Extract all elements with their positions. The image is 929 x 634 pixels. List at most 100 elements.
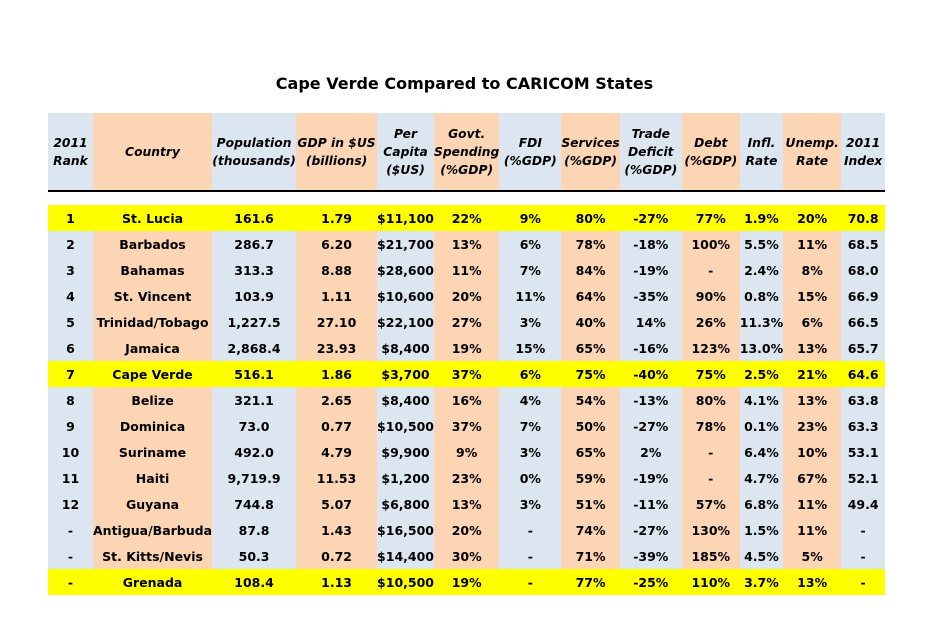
header-text: Debt [694, 135, 728, 150]
header-text: Capita [383, 144, 428, 159]
cell-per-capita: $16,500 [377, 517, 434, 543]
cell-debt: 75% [681, 361, 740, 387]
cell-country: Bahamas [93, 257, 213, 283]
cell-gdp: 23.93 [296, 335, 378, 361]
header-text: Population [216, 135, 292, 150]
header-text: ($US) [386, 162, 425, 177]
cell-unemployment: 10% [783, 439, 842, 465]
cell-country: St. Vincent [93, 283, 213, 309]
cell-debt: 57% [681, 491, 740, 517]
cell-gdp: 1.86 [296, 361, 378, 387]
comparison-table: 2011 Rank Country Population (thousands) G… [48, 113, 886, 595]
cell-services: 65% [561, 439, 620, 465]
header-index: 2011 Index [841, 113, 886, 192]
cell-rank: 3 [48, 257, 93, 283]
cell-per-capita: $1,200 [377, 465, 434, 491]
table-row: 1 St. Lucia 161.6 1.79 $11,100 22% 9% 80% -27% 77… [48, 205, 886, 231]
cell-country: Cape Verde [93, 361, 213, 387]
cell-debt: 110% [681, 569, 740, 595]
header-text: Services [561, 135, 620, 150]
table-row: 3 Bahamas 313.3 8.88 $28,600 11% 7% 84% -19% -2.4… [48, 257, 886, 283]
cell-inflation: 6.4% [739, 439, 784, 465]
cell-gdp: 1.79 [296, 205, 378, 231]
table-row: 11 Haiti 9,719.9 11.53 $1,200 23% 0% 59% -19% -4.… [48, 465, 886, 491]
header-row: 2011 Rank Country Population (thousands) G… [48, 113, 886, 192]
table-row: 9 Dominica 73.0 0.77 $10,500 37% 7% 50% -27% 78% 0… [48, 413, 886, 439]
cell-services: 65% [561, 335, 620, 361]
cell-trade-deficit: -40% [619, 361, 682, 387]
table-row: 7 Cape Verde 516.1 1.86 $3,700 37% 6% 75% -40% 75… [48, 361, 886, 387]
cell-gdp: 6.20 [296, 231, 378, 257]
cell-debt: - [681, 465, 740, 491]
table-row: 6 Jamaica 2,868.4 23.93 $8,400 19% 15% 65% -16% 1… [48, 335, 886, 361]
cell-govt-spending: 11% [433, 257, 500, 283]
cell-inflation: 5.5% [739, 231, 784, 257]
cell-debt: 80% [681, 387, 740, 413]
cell-rank: - [48, 569, 93, 595]
spacer-cell [48, 191, 886, 205]
cell-index: 68.0 [841, 257, 886, 283]
cell-inflation: 11.3% [739, 309, 784, 335]
cell-index: - [841, 569, 886, 595]
cell-unemployment: 11% [783, 491, 842, 517]
cell-population: 87.8 [212, 517, 297, 543]
cell-index: 63.3 [841, 413, 886, 439]
header-rank: 2011 Rank [48, 113, 93, 192]
cell-index: 70.8 [841, 205, 886, 231]
cell-inflation: 1.9% [739, 205, 784, 231]
cell-govt-spending: 23% [433, 465, 500, 491]
cell-gdp: 0.72 [296, 543, 378, 569]
header-text: (%GDP) [624, 162, 678, 177]
cell-trade-deficit: -18% [619, 231, 682, 257]
header-debt: Debt (%GDP) [681, 113, 740, 192]
cell-fdi: - [499, 543, 562, 569]
header-fdi: FDI (%GDP) [499, 113, 562, 192]
table-body: 1 St. Lucia 161.6 1.79 $11,100 22% 9% 80% -27% 77… [48, 205, 886, 595]
cell-govt-spending: 27% [433, 309, 500, 335]
cell-inflation: 3.7% [739, 569, 784, 595]
cell-per-capita: $11,100 [377, 205, 434, 231]
cell-debt: 130% [681, 517, 740, 543]
cell-trade-deficit: -35% [619, 283, 682, 309]
cell-inflation: 2.4% [739, 257, 784, 283]
cell-country: Trinidad/Tobago [93, 309, 213, 335]
header-text: FDI [518, 135, 542, 150]
cell-govt-spending: 30% [433, 543, 500, 569]
header-text: Rate [796, 153, 829, 168]
cell-index: 66.9 [841, 283, 886, 309]
cell-fdi: 4% [499, 387, 562, 413]
cell-country: Haiti [93, 465, 213, 491]
cell-inflation: 13.0% [739, 335, 784, 361]
cell-rank: 9 [48, 413, 93, 439]
cell-govt-spending: 22% [433, 205, 500, 231]
cell-fdi: 7% [499, 413, 562, 439]
cell-population: 492.0 [212, 439, 297, 465]
cell-rank: 4 [48, 283, 93, 309]
table-row: 10 Suriname 492.0 4.79 $9,900 9% 3% 65% 2% -6.4% 1… [48, 439, 886, 465]
cell-country: St. Lucia [93, 205, 213, 231]
cell-debt: 26% [681, 309, 740, 335]
cell-unemployment: 13% [783, 387, 842, 413]
cell-debt: 100% [681, 231, 740, 257]
cell-population: 321.1 [212, 387, 297, 413]
table-row: - St. Kitts/Nevis 50.3 0.72 $14,400 30% -71% -3… [48, 543, 886, 569]
cell-fdi: 3% [499, 491, 562, 517]
cell-country: Jamaica [93, 335, 213, 361]
header-text: 2011 [846, 135, 881, 150]
cell-index: 52.1 [841, 465, 886, 491]
cell-fdi: 6% [499, 361, 562, 387]
cell-rank: - [48, 517, 93, 543]
header-text: Trade [631, 126, 671, 141]
cell-trade-deficit: -27% [619, 205, 682, 231]
cell-inflation: 0.1% [739, 413, 784, 439]
header-text: (%GDP) [440, 162, 494, 177]
cell-fdi: 11% [499, 283, 562, 309]
cell-rank: 12 [48, 491, 93, 517]
header-trade-deficit: Trade Deficit (%GDP) [619, 113, 682, 192]
cell-population: 2,868.4 [212, 335, 297, 361]
cell-per-capita: $10,500 [377, 569, 434, 595]
cell-population: 286.7 [212, 231, 297, 257]
cell-gdp: 27.10 [296, 309, 378, 335]
header-text: (%GDP) [503, 153, 557, 168]
cell-trade-deficit: -11% [619, 491, 682, 517]
